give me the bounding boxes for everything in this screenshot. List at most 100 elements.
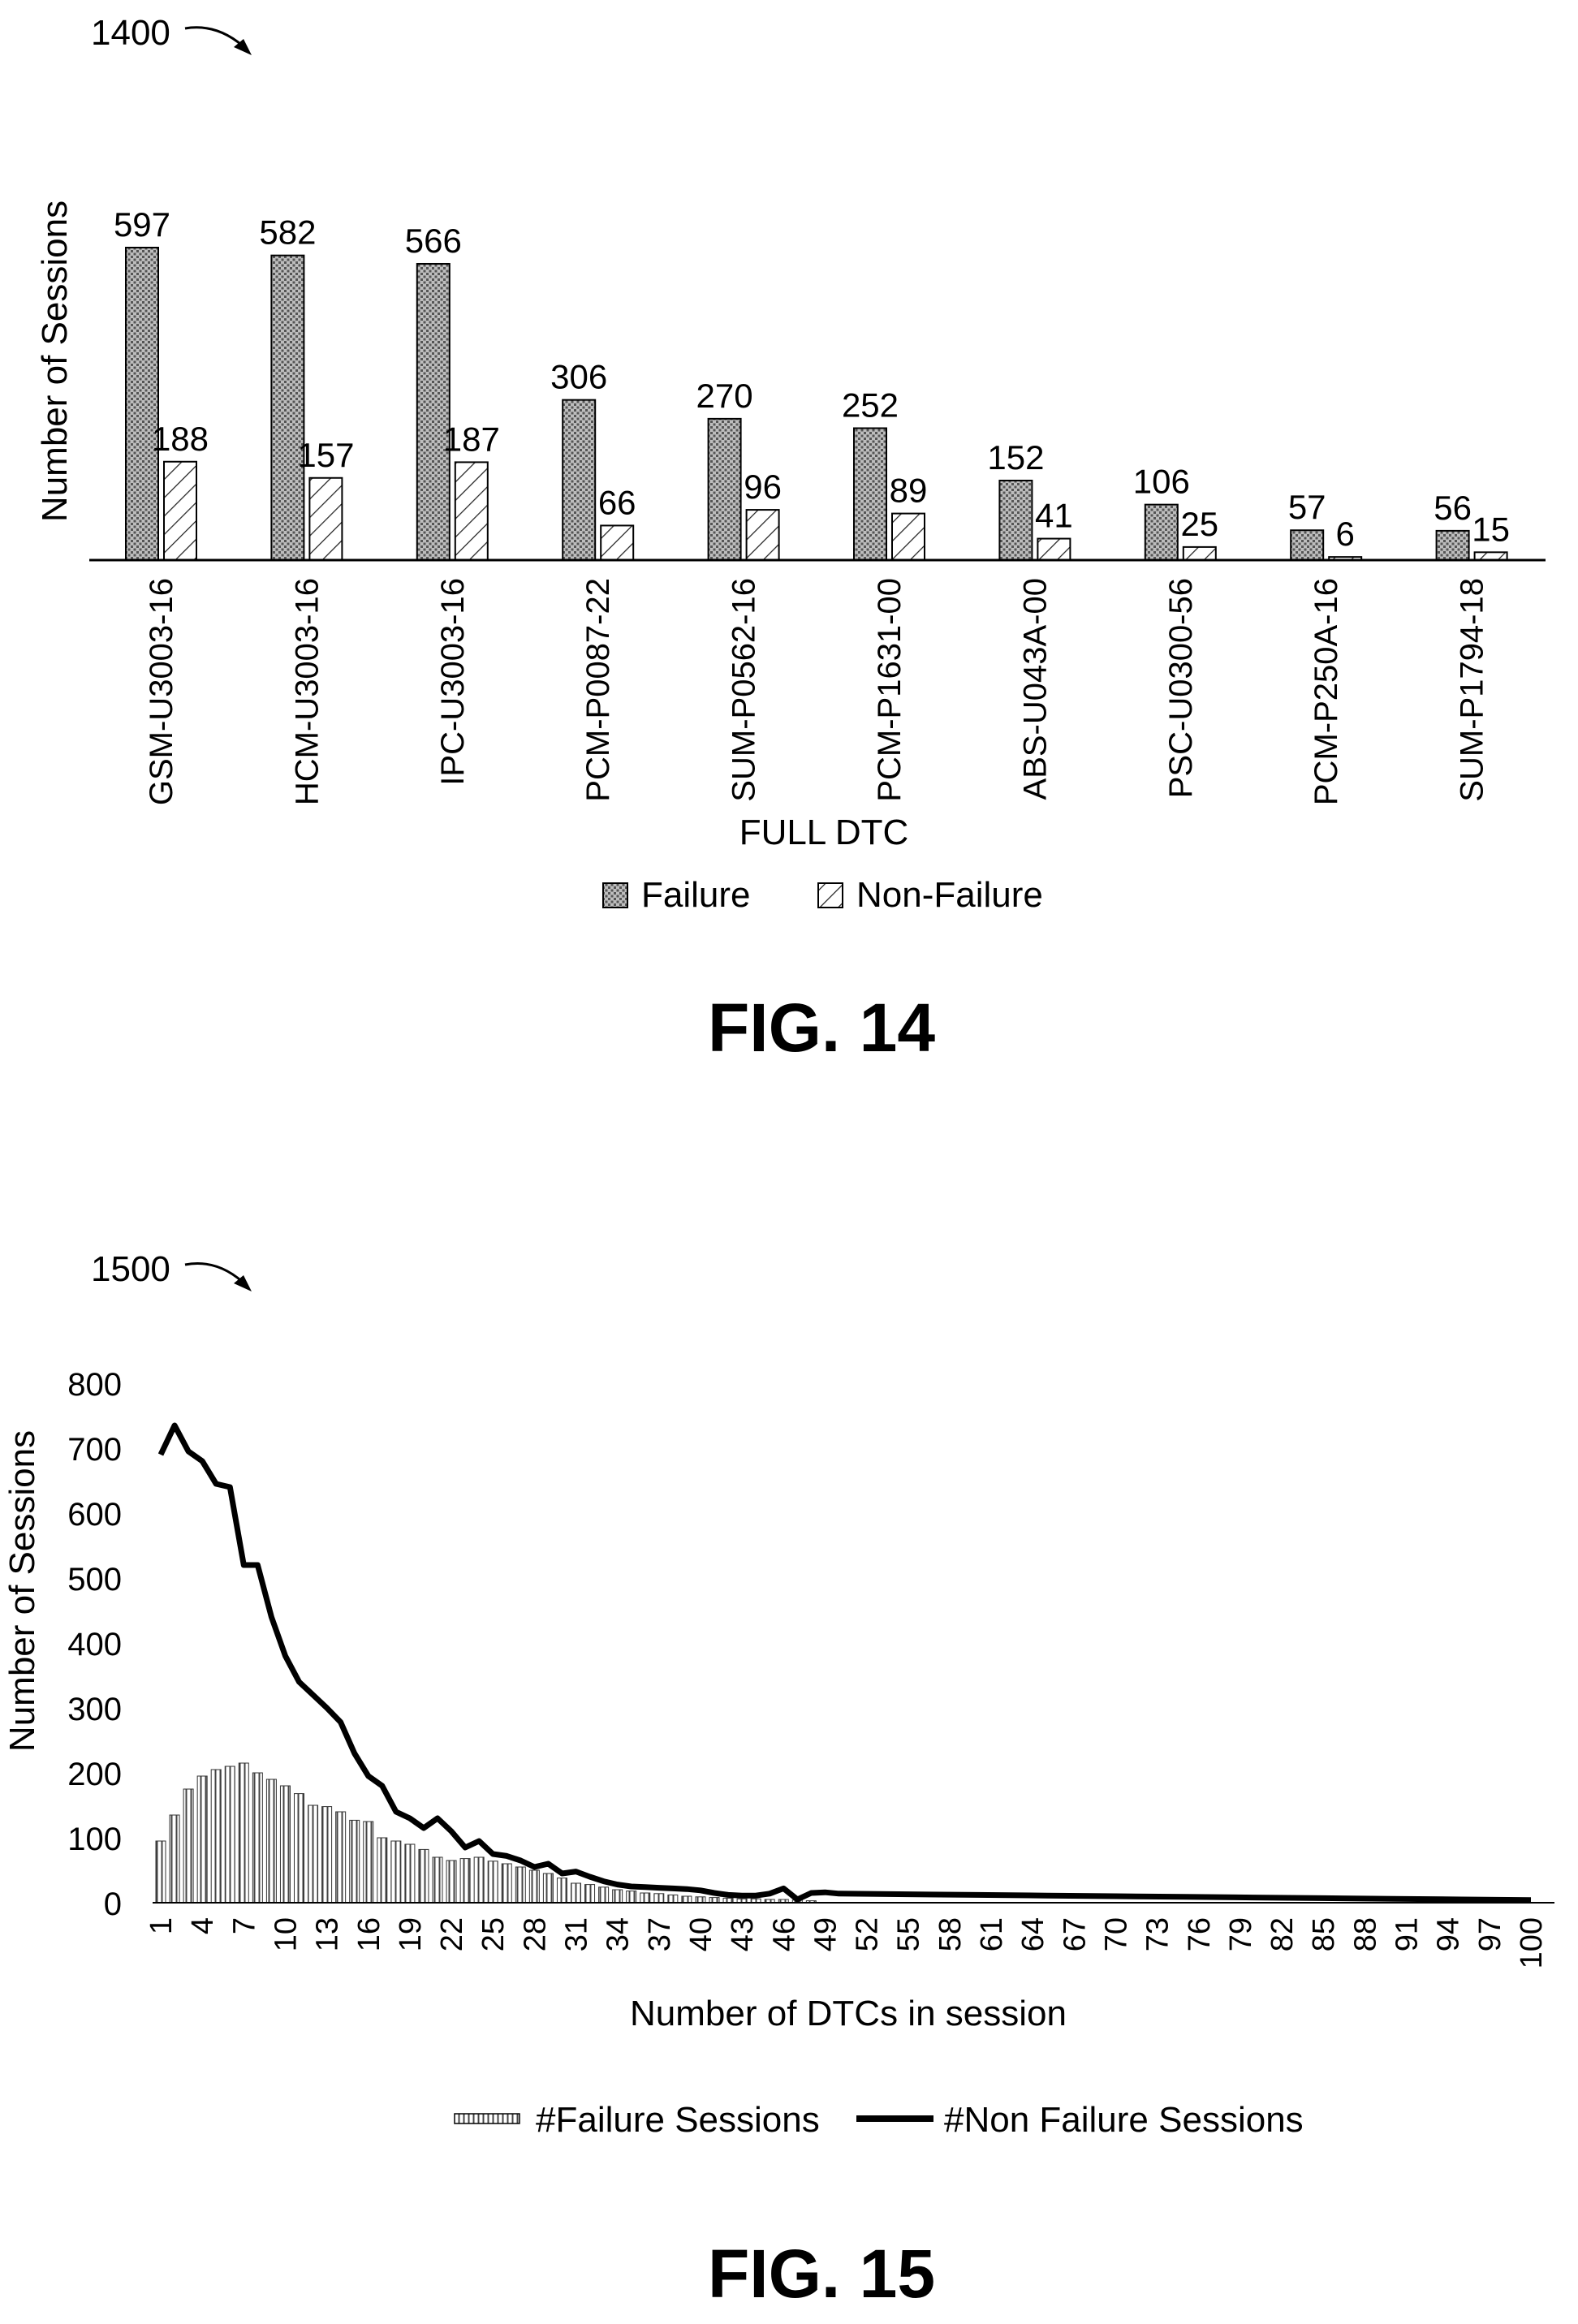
fig15-bar-failure-sessions	[542, 1873, 554, 1904]
fig14-bar-failure	[707, 417, 742, 561]
fig14-data-label: 6	[1336, 515, 1355, 553]
fig15-x-tick-label: 94	[1432, 1917, 1466, 1951]
fig15-bar-failure-sessions	[584, 1884, 596, 1904]
fig15-bar-failure-sessions	[279, 1785, 291, 1904]
fig14-bar-non-failure	[600, 524, 635, 562]
fig15-x-tick-label: 85	[1307, 1917, 1341, 1951]
fig15-x-tick-label: 70	[1099, 1917, 1133, 1951]
fig15-x-tick-label: 43	[726, 1917, 760, 1951]
fig15-ref-arrowhead	[234, 1275, 252, 1291]
fig14-data-label: 582	[259, 213, 316, 252]
fig15-x-tick-label: 52	[851, 1917, 885, 1951]
fig15-x-tick-label: 79	[1224, 1917, 1258, 1951]
fig15-x-tick-label: 64	[1016, 1917, 1050, 1951]
fig14-ref-arrowhead	[234, 39, 252, 55]
fig14-bar-failure	[270, 254, 305, 561]
fig15-ref-numeral: 1500	[91, 1249, 170, 1289]
fig15-x-tick-label: 31	[560, 1917, 594, 1951]
fig14-data-label: 187	[443, 420, 500, 458]
fig15-x-tick-label: 61	[975, 1917, 1009, 1951]
fig14-bar-failure	[416, 262, 451, 561]
fig15-x-tick-label: 97	[1473, 1917, 1507, 1951]
fig14-legend-swatch-failure	[602, 882, 628, 908]
fig14-data-label: 306	[550, 358, 607, 396]
fig15-bar-failure-sessions	[390, 1840, 402, 1904]
fig14-bar-failure	[125, 247, 159, 561]
fig15-bar-failure-sessions	[681, 1895, 692, 1904]
fig14-legend-swatch-non-failure	[817, 882, 843, 908]
fig14-data-label: 66	[598, 483, 636, 521]
fig15-y-tick-label: 500	[67, 1562, 122, 1597]
fig14-data-label: 15	[1472, 510, 1510, 548]
fig14-data-label: 157	[297, 436, 354, 474]
fig15-bar-failure-sessions	[667, 1894, 679, 1904]
fig15-bar-failure-sessions	[432, 1856, 443, 1904]
fig14-x-axis-label: FULL DTC	[739, 813, 909, 852]
fig15-figure-label: FIG. 15	[708, 2236, 935, 2312]
fig14-x-tick-label: PCM-P1631-00	[872, 578, 908, 802]
fig14-bar-non-failure	[1037, 537, 1071, 561]
fig14-x-tick-label: PCM-P250A-16	[1309, 578, 1344, 805]
fig15-x-tick-label: 58	[933, 1917, 968, 1951]
fig14-bar-non-failure	[454, 461, 489, 561]
fig15-bar-failure-sessions	[265, 1779, 277, 1904]
fig15-bar-failure-sessions	[640, 1892, 651, 1904]
fig14-data-label: 188	[152, 420, 209, 458]
fig15-x-tick-label: 1	[144, 1917, 179, 1934]
fig15-x-tick-label: 16	[352, 1917, 386, 1951]
fig15-x-tick-label: 91	[1390, 1917, 1425, 1951]
fig15-x-tick-label: 73	[1141, 1917, 1175, 1951]
fig14-y-axis-label: Number of Sessions	[35, 200, 75, 522]
fig15-bar-failure-sessions	[196, 1775, 208, 1904]
fig14-x-tick-label: SUM-P0562-16	[726, 578, 762, 802]
fig15-x-tick-label: 7	[227, 1917, 261, 1934]
fig15-y-tick-label: 400	[67, 1627, 122, 1662]
fig15-bar-failure-sessions	[695, 1896, 706, 1904]
fig15-x-tick-label: 22	[435, 1917, 469, 1951]
fig15-y-axis-label: Number of Sessions	[2, 1430, 42, 1752]
fig14-data-label: 566	[405, 222, 462, 260]
fig14-chart: 1400 Number of Sessions 5971885821575661…	[35, 13, 1546, 1066]
fig14-data-label: 252	[842, 386, 899, 424]
fig15-y-tick-label: 600	[67, 1497, 122, 1533]
fig14-x-tick-label: PCM-P0087-22	[580, 578, 616, 802]
fig14-data-label: 56	[1434, 489, 1472, 527]
fig15-legend: #Failure Sessions #Non Failure Sessions	[454, 2100, 1304, 2140]
fig14-bar-non-failure	[891, 512, 925, 561]
fig15-bar-failure-sessions	[363, 1821, 374, 1904]
fig15-bar-failure-sessions	[377, 1837, 388, 1904]
fig15-bar-failure-sessions	[459, 1858, 471, 1904]
fig15-x-tick-label: 82	[1265, 1917, 1300, 1951]
fig15-x-tick-label: 88	[1348, 1917, 1382, 1951]
fig15-y-tick-label: 0	[104, 1886, 122, 1922]
fig15-x-tick-label: 67	[1058, 1917, 1092, 1951]
fig14-x-tick-label: IPC-U3003-16	[435, 578, 471, 786]
fig14-bar-failure	[1144, 503, 1179, 561]
fig15-chart: 1500 Number of Sessions 0 100 200 300 400 500…	[2, 1249, 1554, 2312]
fig15-bar-failure-sessions	[653, 1893, 665, 1904]
fig15-bar-failure-sessions	[238, 1762, 249, 1904]
fig14-data-label: 270	[696, 377, 753, 415]
fig14-legend-label-non-failure: Non-Failure	[856, 875, 1043, 915]
fig15-x-tick-label: 25	[476, 1917, 511, 1951]
fig14-x-tick-label: HCM-U3003-16	[289, 578, 325, 805]
fig15-bar-failure-sessions	[473, 1856, 485, 1904]
fig14-bar-non-failure	[163, 460, 197, 562]
fig14-data-label: 597	[114, 205, 170, 244]
fig15-bar-failure-sessions	[308, 1804, 319, 1904]
fig14-x-tick-label: ABS-U043A-00	[1017, 578, 1053, 800]
fig14-bar-failure	[562, 399, 597, 562]
fig15-bar-failure-sessions	[446, 1860, 457, 1904]
fig15-bar-failure-sessions	[155, 1840, 166, 1904]
fig15-bar-failure-sessions	[626, 1891, 637, 1904]
fig15-x-tick-label: 4	[186, 1917, 220, 1934]
fig15-x-tick-label: 55	[892, 1917, 926, 1951]
fig15-bar-failure-sessions	[571, 1882, 581, 1904]
fig15-legend-label-non-failure: #Non Failure Sessions	[944, 2100, 1304, 2140]
fig14-figure-label: FIG. 14	[708, 990, 935, 1066]
fig15-bar-failure-sessions	[501, 1863, 512, 1904]
fig15-y-tick-label: 200	[67, 1757, 122, 1792]
fig14-x-tick-label: PSC-U0300-56	[1163, 578, 1199, 798]
fig15-bar-failure-sessions	[294, 1793, 304, 1904]
